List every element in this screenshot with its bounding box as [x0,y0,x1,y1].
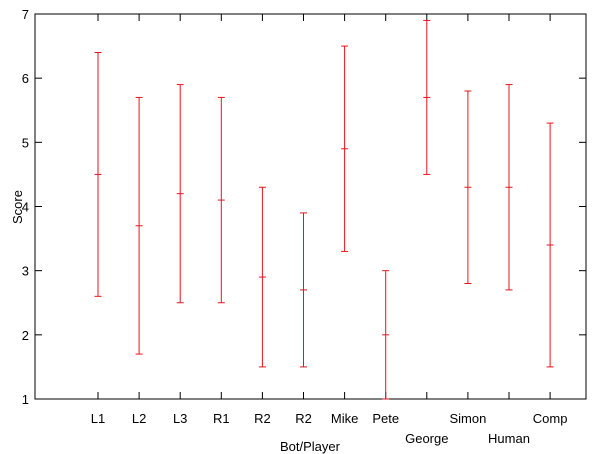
x-tick-label: L3 [173,411,187,426]
x-axis-title: Bot/Player [280,439,341,454]
x-tick-label: Simon [449,411,486,426]
x-tick-label: L1 [91,411,105,426]
error-bars [94,19,554,400]
y-tick-label: 7 [22,7,29,22]
x-tick-label: Mike [331,411,358,426]
y-tick-label: 2 [22,328,29,343]
y-tick-label: 3 [22,264,29,279]
x-tick-label: George [405,431,448,446]
x-tick-label: Pete [372,411,399,426]
y-tick-label: 4 [22,200,29,215]
x-tick-label: Comp [533,411,568,426]
y-tick-label: 6 [22,71,29,86]
y-axis: 1 2 3 4 5 6 7 [22,7,586,407]
y-tick-label: 5 [22,135,29,150]
y-tick-label: 1 [22,392,29,407]
x-tick-label: R2 [295,411,312,426]
x-tick-label: Human [488,431,530,446]
x-tick-label: R1 [213,411,230,426]
x-tick-label: R2 [254,411,271,426]
plot-frame [34,13,587,400]
y-axis-title: Score [10,190,25,224]
x-tick-label: L2 [132,411,146,426]
